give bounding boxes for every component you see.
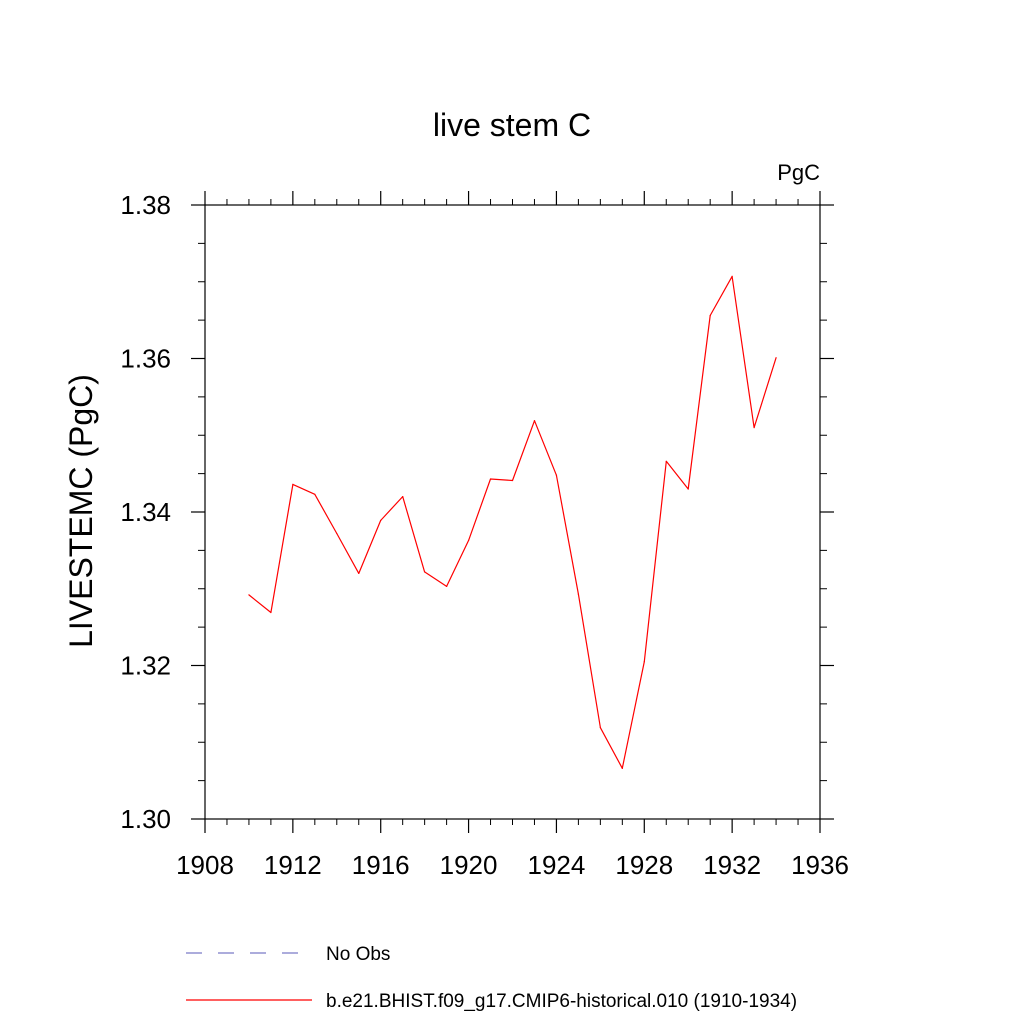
y-tick-label: 1.34 (120, 497, 171, 527)
x-tick-label: 1932 (703, 850, 761, 880)
data-point (665, 460, 667, 462)
data-point (621, 767, 623, 769)
y-tick-label: 1.36 (120, 344, 171, 374)
legend: No Obs b.e21.BHIST.f09_g17.CMIP6-historic… (186, 944, 797, 1012)
data-point (643, 661, 645, 663)
data-point (380, 519, 382, 522)
data-point (599, 727, 601, 729)
chart-title: live stem C (433, 107, 591, 143)
data-point (709, 314, 711, 317)
units-label: PgC (777, 160, 820, 185)
data-point (292, 483, 294, 485)
data-point (402, 496, 404, 498)
data-point (511, 479, 514, 482)
y-tick-label: 1.32 (120, 651, 171, 681)
series-layer (248, 275, 777, 769)
x-tick-label: 1908 (176, 850, 234, 880)
data-point (687, 488, 689, 490)
data-point (314, 493, 316, 495)
data-point (577, 593, 579, 595)
data-point (489, 478, 492, 480)
y-tick-label: 1.30 (120, 804, 171, 834)
x-tick-label: 1920 (440, 850, 498, 880)
x-tick-label: 1936 (791, 850, 849, 880)
data-point (270, 611, 272, 614)
legend-label: No Obs (326, 944, 390, 965)
legend-label: b.e21.BHIST.f09_g17.CMIP6-historical.010… (326, 991, 797, 1012)
data-point (248, 594, 250, 596)
data-point (731, 275, 733, 277)
x-tick-label: 1912 (264, 850, 322, 880)
data-point (336, 532, 338, 535)
x-tick-label: 1916 (352, 850, 410, 880)
data-point (753, 426, 755, 429)
y-axis-label: LIVESTEMC (PgC) (63, 374, 99, 648)
data-point (533, 420, 536, 422)
data-point (775, 357, 777, 359)
data-point (358, 572, 360, 575)
x-tick-label: 1928 (615, 850, 673, 880)
axes: 1908 1912 1916 1920 1924 1928 1932 1936 1.30 1.32… (120, 190, 849, 880)
data-point (446, 585, 448, 588)
series-line (248, 275, 777, 769)
data-point (424, 571, 426, 573)
x-tick-label: 1924 (528, 850, 586, 880)
y-tick-label: 1.38 (120, 190, 171, 220)
plot-frame (204, 204, 821, 820)
data-point (467, 539, 470, 541)
data-point (555, 474, 558, 476)
